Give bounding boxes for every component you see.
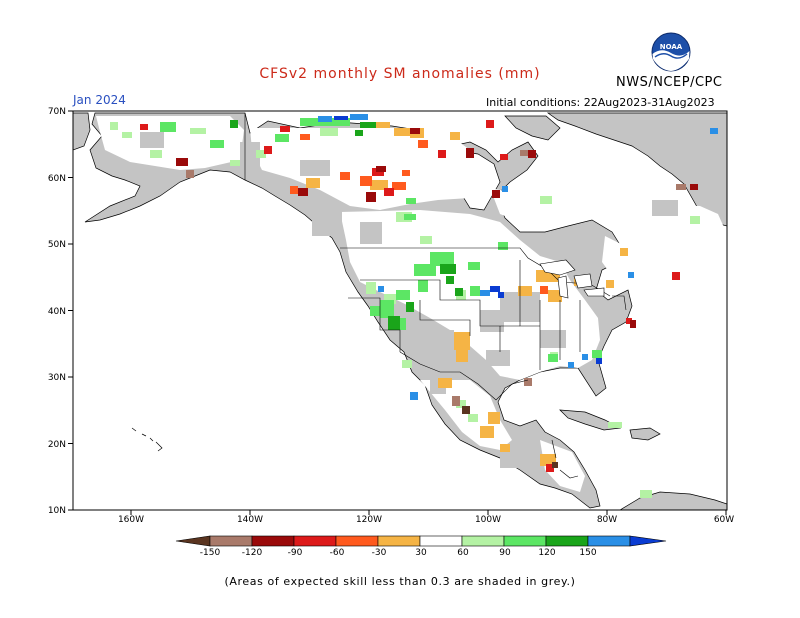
colorbar-label-120: 120 xyxy=(538,548,555,558)
colorbar-swatch xyxy=(335,535,379,547)
lon-tick-80: 80W xyxy=(597,510,617,525)
hawaii-islands xyxy=(131,427,163,452)
colorbar-swatch xyxy=(503,535,547,547)
lon-tick-160: 160W xyxy=(118,510,144,525)
colorbar-label-30: 30 xyxy=(415,548,427,558)
lon-label-80: 80W xyxy=(597,515,617,525)
latitude-axis: 70N 60N 50N 40N 30N 20N 10N xyxy=(48,107,73,516)
land-chukotka xyxy=(73,112,91,151)
colorbar-swatch xyxy=(461,535,505,547)
colorbar-label-m60: -60 xyxy=(330,548,345,558)
lat-label-40: 40N xyxy=(48,307,66,317)
wet-anomaly-cells xyxy=(110,114,718,498)
noaa-logo: NOAA xyxy=(651,32,691,72)
lon-tick-100: 100W xyxy=(475,510,501,525)
lon-label-140: 140W xyxy=(237,515,263,525)
colorbar-swatch xyxy=(293,535,337,547)
land-hispaniola xyxy=(629,427,661,441)
lon-tick-60: 60W xyxy=(714,510,734,525)
colorbar-label-m30: -30 xyxy=(372,548,387,558)
lat-label-10: 10N xyxy=(48,506,66,516)
colorbar-swatch xyxy=(419,535,463,547)
colorbar-label-150: 150 xyxy=(579,548,596,558)
colorbar-swatch xyxy=(377,535,421,547)
lat-tick-30: 30N xyxy=(48,373,73,383)
colorbar-swatch xyxy=(545,535,589,547)
lat-label-30: 30N xyxy=(48,373,66,383)
colorbar-swatch xyxy=(587,535,631,547)
skill-footnote: (Areas of expected skill less than 0.3 a… xyxy=(224,575,576,588)
lon-label-100: 100W xyxy=(475,515,501,525)
land-arctic-islands xyxy=(504,115,561,141)
lat-tick-40: 40N xyxy=(48,307,73,317)
great-lakes xyxy=(539,259,605,299)
map-title: CFSv2 monthly SM anomalies (mm) xyxy=(259,66,541,82)
colorbar-labels: -150 -120 -90 -60 -30 30 60 90 120 150 xyxy=(200,548,597,558)
lat-tick-50: 50N xyxy=(48,240,73,250)
land-cuba xyxy=(559,409,622,431)
colorbar-arrow-low xyxy=(175,535,211,547)
agency-label: NWS/NCEP/CPC xyxy=(616,75,723,90)
colorbar-label-90: 90 xyxy=(499,548,511,558)
valid-month-label: Jan 2024 xyxy=(73,93,126,107)
colorbar-swatch xyxy=(251,535,295,547)
lat-label-70: 70N xyxy=(48,107,66,117)
lon-tick-120: 120W xyxy=(356,510,382,525)
colorbar-label-m120: -120 xyxy=(242,548,263,558)
colorbar-swatch xyxy=(209,535,253,547)
colorbar-arrow-high xyxy=(629,535,667,547)
colorbar-label-60: 60 xyxy=(457,548,469,558)
lon-tick-140: 140W xyxy=(237,510,263,525)
lat-label-60: 60N xyxy=(48,174,66,184)
longitude-axis: 160W 140W 120W 100W 80W 60W xyxy=(118,510,734,525)
lon-label-120: 120W xyxy=(356,515,382,525)
colorbar-label-m90: -90 xyxy=(288,548,303,558)
noaa-logo-text: NOAA xyxy=(660,43,683,51)
lat-tick-70: 70N xyxy=(48,107,73,117)
lat-tick-60: 60N xyxy=(48,174,73,184)
lat-tick-20: 20N xyxy=(48,440,73,450)
lat-tick-10: 10N xyxy=(48,506,73,516)
lat-label-50: 50N xyxy=(48,240,66,250)
lon-label-160: 160W xyxy=(118,515,144,525)
lat-label-20: 20N xyxy=(48,440,66,450)
initial-conditions-label: Initial conditions: 22Aug2023-31Aug2023 xyxy=(486,96,715,109)
colorbar-label-m150: -150 xyxy=(200,548,221,558)
colorbar xyxy=(175,535,667,547)
dry-anomaly-cells xyxy=(140,120,698,472)
lon-label-60: 60W xyxy=(714,515,734,525)
